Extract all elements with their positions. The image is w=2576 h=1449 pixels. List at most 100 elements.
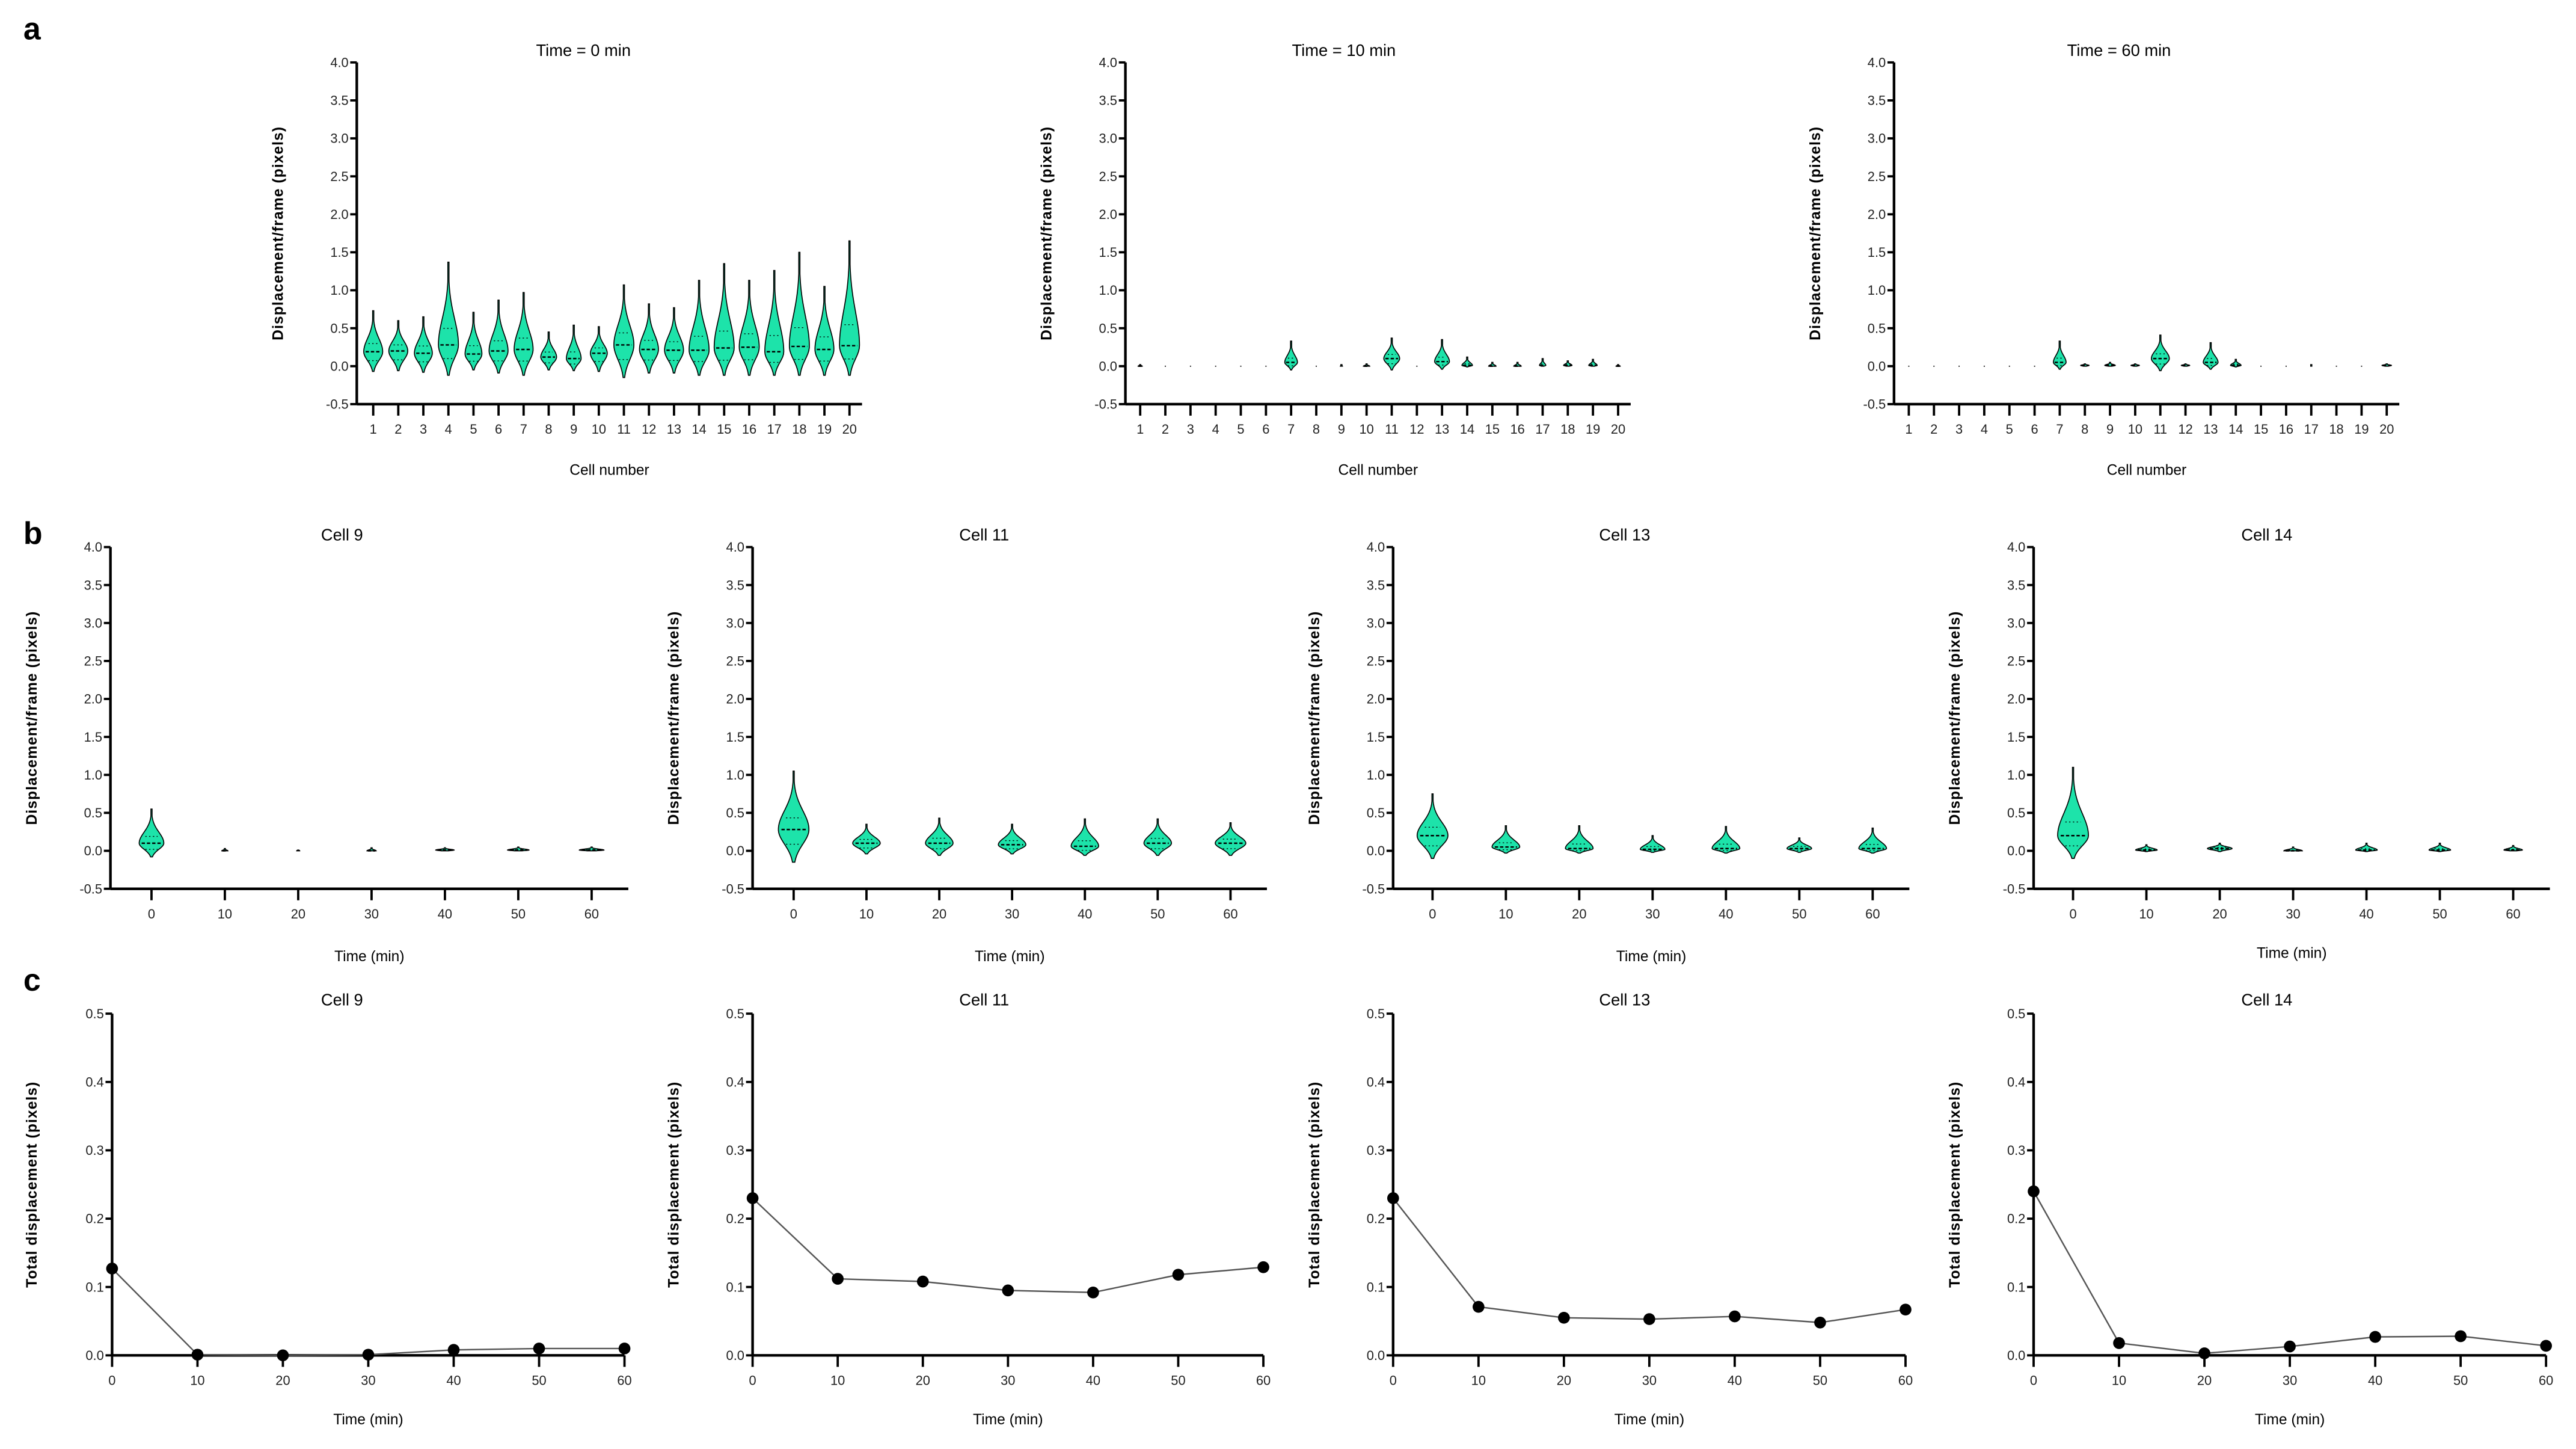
x-tick-label: 0: [1390, 1373, 1397, 1388]
chart-b4: Cell 14 -0.5 0.0 0.5 1.0 1.5 2.0 2.5 3.0 3.5 4.0 0 1…: [1947, 526, 2550, 961]
violin-13: [2203, 342, 2219, 370]
y-tick-label: 3.0: [84, 615, 102, 630]
y-axis-label: Displacement/frame (pixels): [1307, 611, 1323, 825]
x-tick-label: 10: [1498, 906, 1513, 921]
y-tick-label: -0.5: [1094, 397, 1117, 412]
x-tick-label: 50: [2432, 906, 2447, 921]
panel-label-a: a: [23, 11, 41, 46]
y-axis-label: Displacement/frame (pixels): [1039, 126, 1055, 340]
x-tick-label: 2: [1930, 422, 1937, 437]
x-tick-label: 20: [1611, 422, 1625, 437]
x-tick-label: 0: [108, 1373, 115, 1388]
series-line: [752, 1198, 1264, 1294]
chart-title: Time = 0 min: [536, 41, 631, 60]
violin-50: [1786, 837, 1812, 853]
y-tick-label: 0.0: [2007, 1348, 2025, 1363]
x-tick-label: 1: [1136, 422, 1144, 437]
chart-title: Cell 9: [321, 991, 363, 1009]
x-tick-label: 4: [1981, 422, 1988, 437]
violin-6: [488, 300, 509, 374]
x-tick-label: 10: [1360, 422, 1374, 437]
y-tick-label: 3.0: [2007, 615, 2025, 630]
x-tick-label: 20: [2197, 1373, 2212, 1388]
y-axis-label: Total displacement (pixels): [1947, 1081, 1963, 1288]
x-tick-label: 12: [642, 422, 656, 437]
violin-10: [852, 823, 881, 855]
series-line: [2032, 1191, 2547, 1355]
x-tick-label: 3: [1955, 422, 1963, 437]
data-point-10: [2113, 1337, 2125, 1349]
y-tick-label: 0.0: [330, 358, 348, 374]
y-tick-label: 1.0: [1367, 768, 1385, 783]
y-tick-label: -0.5: [1363, 881, 1385, 896]
y-tick-label: 2.5: [330, 169, 348, 184]
x-tick-label: 40: [2368, 1373, 2382, 1388]
chart-title: Cell 11: [959, 991, 1009, 1009]
data-point-50: [1172, 1269, 1185, 1281]
violin-20: [839, 240, 860, 376]
x-tick-label: 0: [749, 1373, 756, 1388]
y-tick-label: 2.5: [726, 654, 744, 669]
x-tick-label: 10: [190, 1373, 204, 1388]
y-tick-label: 2.0: [2007, 692, 2025, 707]
y-axis-label: Total displacement (pixels): [24, 1081, 40, 1288]
x-tick-label: 50: [2453, 1373, 2468, 1388]
x-tick-label: 15: [1485, 422, 1500, 437]
violin-50: [1143, 818, 1172, 856]
x-tick-label: 60: [2539, 1373, 2553, 1388]
y-tick-label: 2.5: [84, 654, 102, 669]
data-point-0: [2028, 1185, 2040, 1198]
violin-30: [2283, 846, 2304, 852]
data-point-60: [1900, 1303, 1912, 1316]
x-tick-label: 40: [1086, 1373, 1100, 1388]
x-tick-label: 60: [617, 1373, 631, 1388]
x-tick-label: 5: [470, 422, 477, 437]
y-tick-label: 0.0: [1868, 358, 1886, 374]
x-tick-label: 20: [2379, 422, 2394, 437]
x-tick-label: 10: [592, 422, 606, 437]
y-tick-label: 0.5: [2007, 1006, 2025, 1021]
y-tick-label: 1.5: [84, 730, 102, 745]
violin-7: [514, 292, 534, 376]
data-point-60: [618, 1343, 631, 1355]
x-tick-label: 14: [2228, 422, 2243, 437]
violin-14: [688, 280, 710, 376]
chart-title: Cell 11: [959, 526, 1009, 544]
x-tick-label: 10: [218, 906, 232, 921]
y-tick-label: 0.3: [726, 1143, 744, 1158]
y-tick-label: 1.0: [330, 283, 348, 298]
y-tick-label: 0.2: [1367, 1211, 1385, 1226]
x-tick-label: 19: [817, 422, 832, 437]
x-tick-label: 30: [1642, 1373, 1657, 1388]
violin-13: [1434, 339, 1450, 370]
y-tick-label: 1.0: [2007, 768, 2025, 783]
data-point-50: [533, 1343, 545, 1355]
x-tick-label: 40: [446, 1373, 461, 1388]
y-tick-label: 0.5: [2007, 805, 2025, 820]
x-tick-label: 20: [2212, 906, 2227, 921]
x-tick-label: 11: [617, 422, 631, 437]
chart-c2: Cell 11 0.0 0.1 0.2 0.3 0.4 0.5 0 10 20 30 40 50 60 Ti…: [666, 991, 1271, 1428]
y-tick-label: 0.5: [726, 805, 744, 820]
y-tick-label: 4.0: [726, 540, 744, 555]
x-tick-label: 0: [2069, 906, 2076, 921]
chart-c4: Cell 14 0.0 0.1 0.2 0.3 0.4 0.5 0 10 20 30 40 50 60 Ti…: [1947, 991, 2553, 1428]
y-tick-label: 1.0: [84, 768, 102, 783]
x-axis-label: Time (min): [333, 1412, 403, 1428]
y-tick-label: 4.0: [1367, 540, 1385, 555]
x-tick-label: 0: [790, 906, 797, 921]
x-tick-label: 18: [1560, 422, 1575, 437]
y-tick-label: 0.0: [2007, 843, 2025, 858]
x-tick-label: 9: [570, 422, 577, 437]
x-axis-label: Time (min): [975, 949, 1045, 965]
data-point-50: [1814, 1316, 1826, 1329]
y-axis-label: Displacement/frame (pixels): [24, 611, 40, 825]
x-tick-label: 7: [1287, 422, 1295, 437]
y-tick-label: 0.5: [1868, 321, 1886, 336]
y-axis-label: Total displacement (pixels): [1307, 1081, 1323, 1288]
x-tick-label: 8: [2081, 422, 2088, 437]
y-tick-label: 0.4: [2007, 1074, 2025, 1089]
violin-40: [1070, 818, 1099, 856]
y-tick-label: 0.0: [85, 1348, 103, 1363]
y-axis-label: Displacement/frame (pixels): [1947, 611, 1963, 825]
